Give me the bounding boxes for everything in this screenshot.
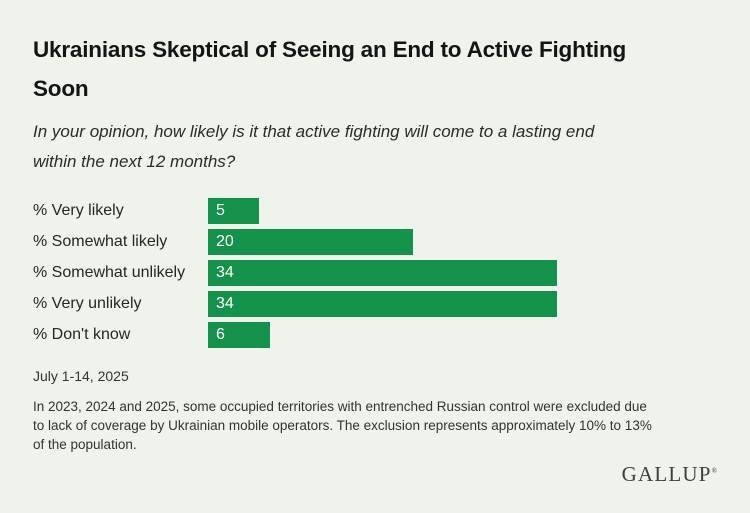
bar: 34	[208, 260, 557, 286]
bar-category-label: % Somewhat unlikely	[33, 264, 186, 281]
bar: 6	[208, 322, 270, 348]
bar-category-label: % Very likely	[33, 202, 124, 219]
bar-chart: % Very likely 5 % Somewhat likely 20 % S…	[33, 198, 717, 348]
bar-row: % Very unlikely 34	[33, 291, 717, 317]
bar-category-label: % Don't know	[33, 326, 131, 343]
bar-value-label: 34	[216, 295, 234, 312]
chart-title-line-1: Ukrainians Skeptical of Seeing an End to…	[33, 37, 627, 62]
bar-category-label: % Somewhat likely	[33, 233, 168, 250]
chart-subtitle-line-2: within the next 12 months?	[33, 152, 236, 171]
chart-subtitle-line-1: In your opinion, how likely is it that a…	[33, 122, 595, 141]
bar-value-label: 6	[216, 326, 225, 343]
chart-subtitle: In your opinion, how likely is it that a…	[33, 117, 717, 177]
gallup-logo-text: GALLUP	[621, 462, 712, 486]
registered-trademark-icon: ®	[711, 467, 717, 475]
bar: 34	[208, 291, 557, 317]
gallup-logo: GALLUP®	[622, 462, 717, 487]
survey-date: July 1-14, 2025	[33, 368, 129, 384]
footnote: In 2023, 2024 and 2025, some occupied te…	[33, 397, 717, 454]
bar-category-label: % Very unlikely	[33, 295, 142, 312]
footnote-line-2: to lack of coverage by Ukrainian mobile …	[33, 418, 652, 433]
chart-title-line-2: Soon	[33, 76, 89, 101]
bar-row: % Don't know 6	[33, 322, 717, 348]
footnote-line-1: In 2023, 2024 and 2025, some occupied te…	[33, 399, 647, 414]
bar: 20	[208, 229, 413, 255]
bar: 5	[208, 198, 259, 224]
bar-value-label: 20	[216, 233, 234, 250]
chart-title: Ukrainians Skeptical of Seeing an End to…	[33, 30, 717, 108]
bar-value-label: 5	[216, 202, 225, 219]
bar-row: % Somewhat likely 20	[33, 229, 717, 255]
bar-row: % Somewhat unlikely 34	[33, 260, 717, 286]
footnote-line-3: of the population.	[33, 437, 137, 452]
bar-row: % Very likely 5	[33, 198, 717, 224]
bar-value-label: 34	[216, 264, 234, 281]
